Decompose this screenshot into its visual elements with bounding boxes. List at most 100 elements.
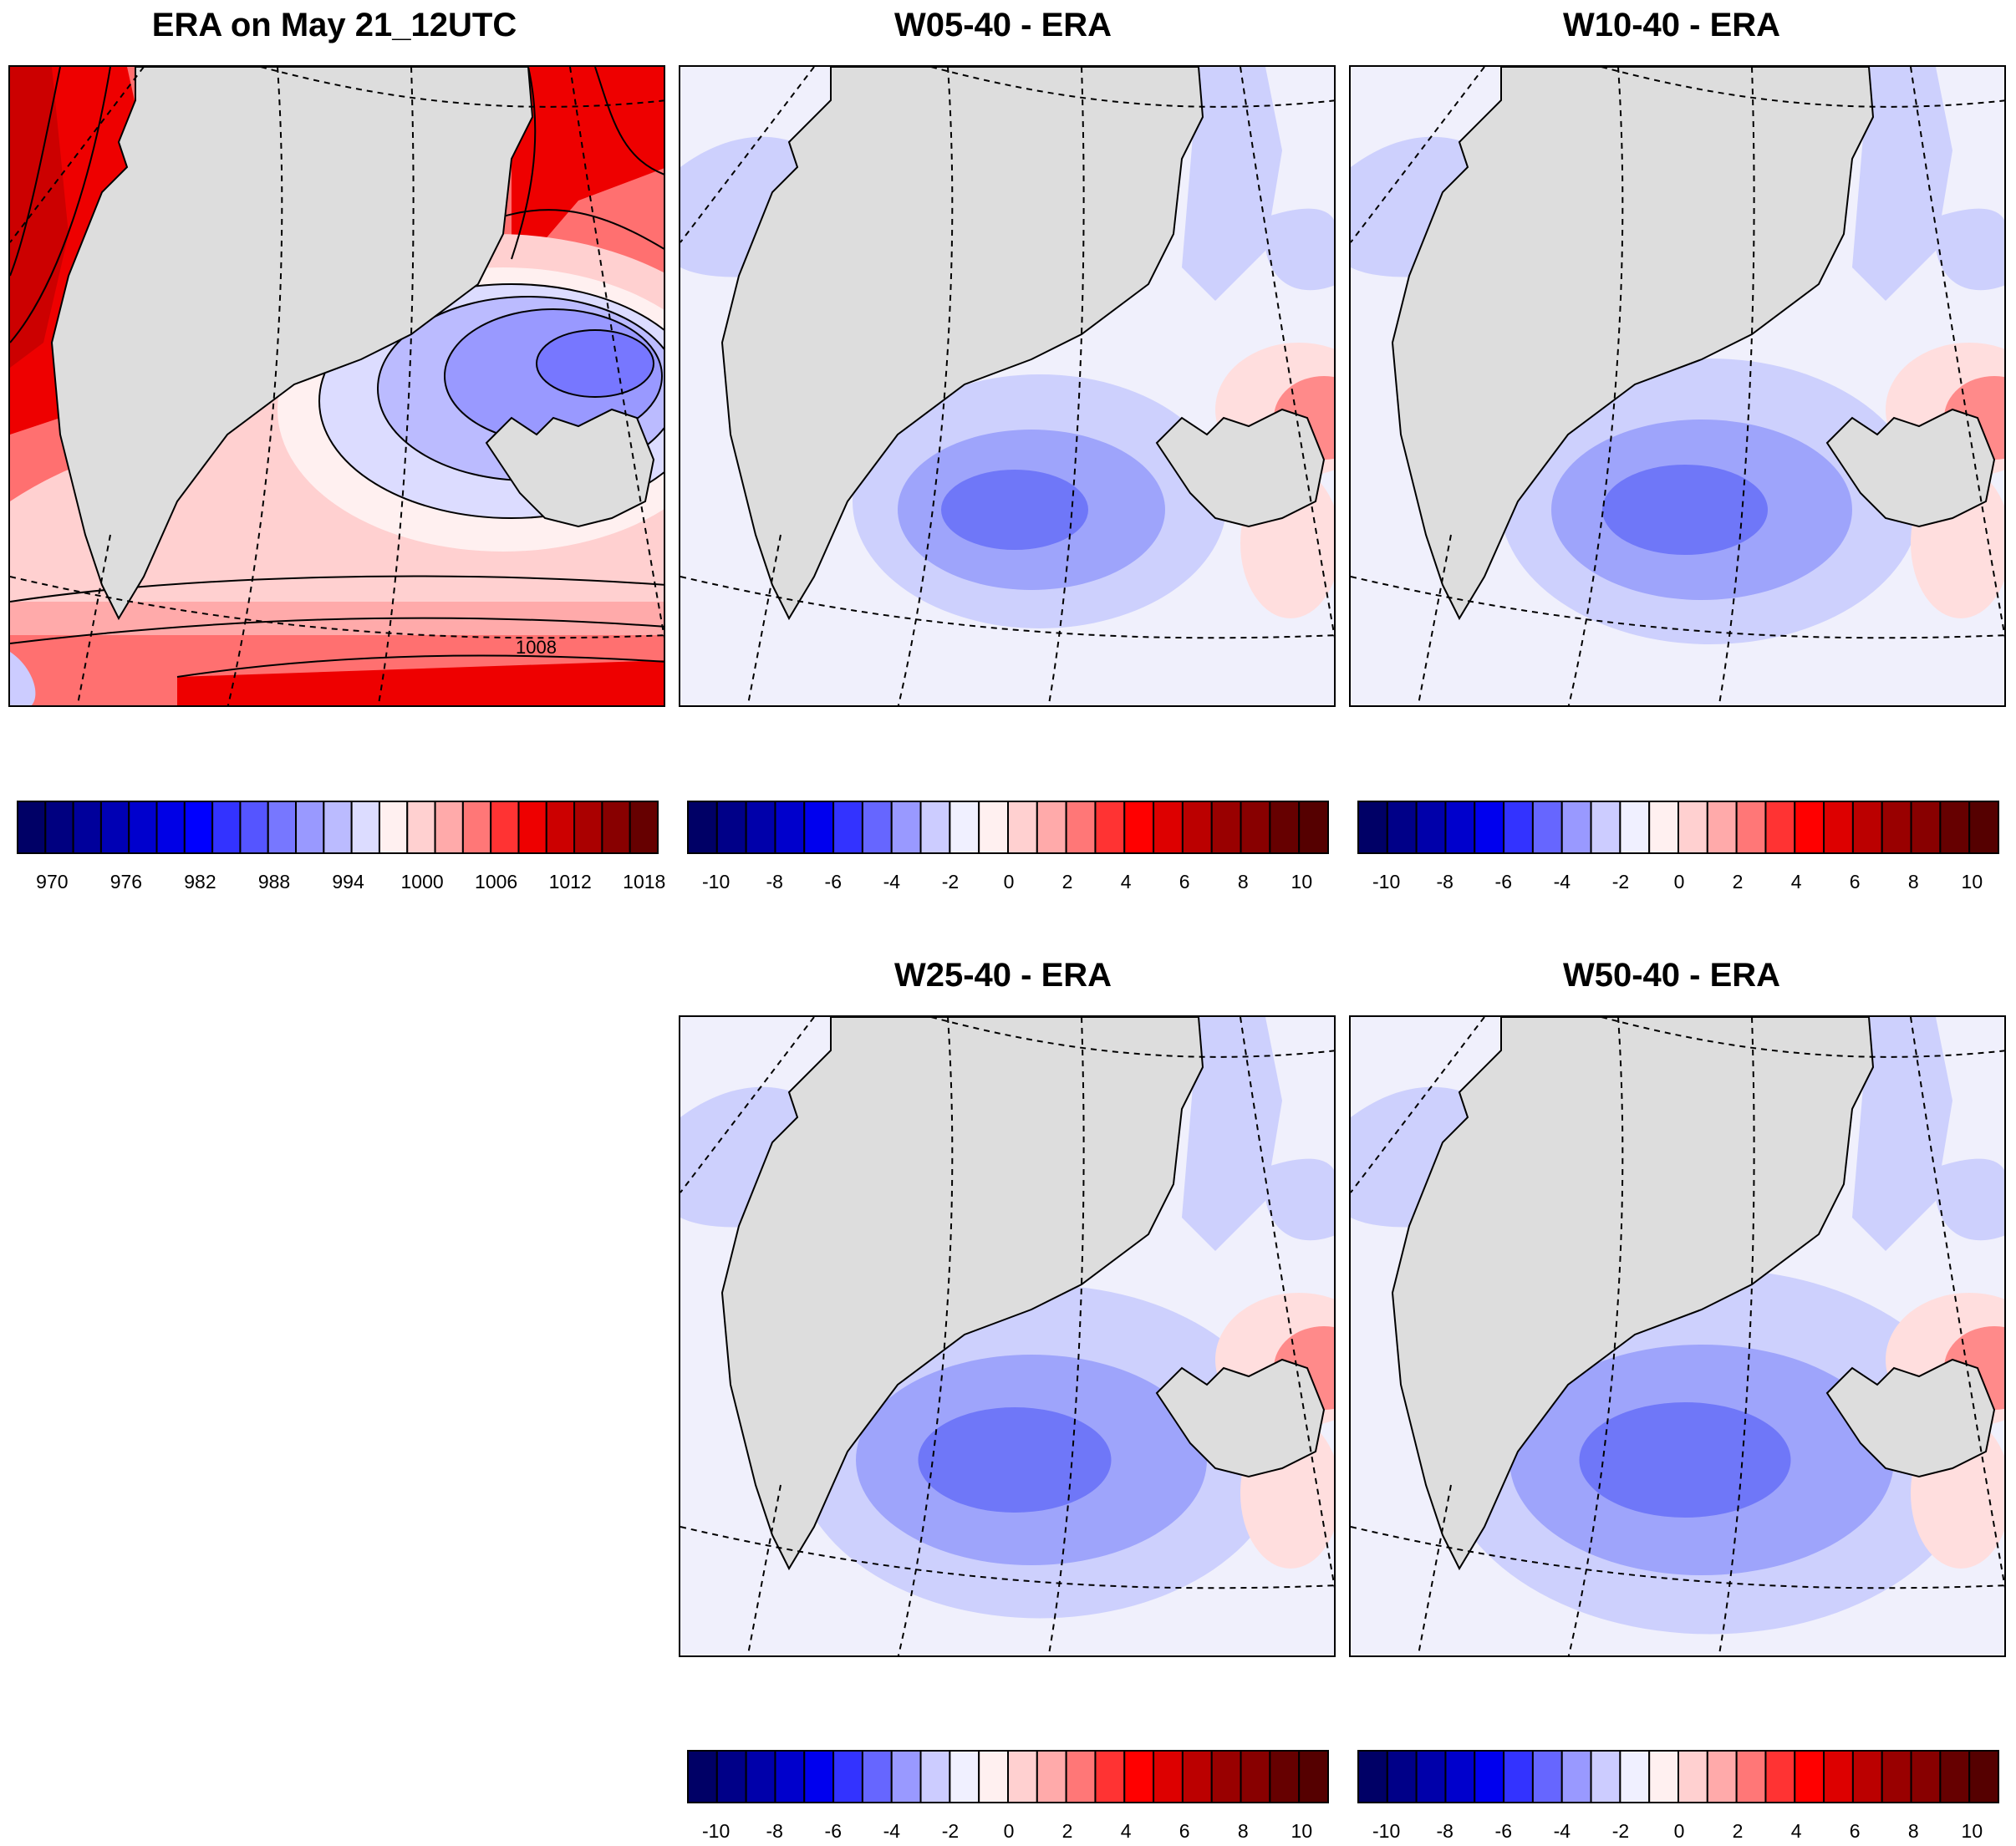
- colorbar-swatch: [1531, 1750, 1563, 1803]
- colorbar-tick-label: -10: [1372, 1820, 1401, 1842]
- colorbar-tick-label: 6: [1179, 871, 1190, 892]
- colorbar-swatch: [461, 801, 492, 854]
- diff-map-svg: [1351, 67, 2004, 705]
- colorbar-diff-svg: [1357, 1750, 2000, 1803]
- colorbar-swatch: [1415, 801, 1447, 854]
- colorbar-swatch: [1590, 1750, 1621, 1803]
- colorbar-swatch: [1036, 801, 1067, 854]
- colorbar-swatch: [1269, 1750, 1301, 1803]
- colorbar-tick-label: 1006: [475, 871, 518, 892]
- colorbar-swatch: [1094, 1750, 1126, 1803]
- colorbar-swatch: [1269, 801, 1301, 854]
- colorbar-swatch: [1851, 801, 1883, 854]
- colorbar-swatch: [745, 801, 776, 854]
- colorbar-tick-label: -8: [766, 871, 783, 892]
- colorbar-tick-label: -10: [702, 1820, 731, 1842]
- colorbar-swatch: [919, 1750, 951, 1803]
- colorbar-swatch: [1036, 1750, 1067, 1803]
- colorbar-tick-label: 4: [1120, 871, 1132, 892]
- colorbar-swatch: [1298, 1750, 1330, 1803]
- colorbar-tick-label: 1000: [400, 871, 444, 892]
- colorbar-diff-top-middle: -10 -8 -6 -4 -2 0 2 4 6 8 10: [687, 801, 1331, 892]
- colorbar-swatch: [1823, 801, 1854, 854]
- colorbar-swatch: [978, 801, 1010, 854]
- colorbar-swatch: [1007, 801, 1038, 854]
- colorbar-swatch: [919, 801, 951, 854]
- colorbar-tick-label: -2: [1611, 1820, 1630, 1842]
- colorbar-swatch: [1735, 801, 1767, 854]
- colorbar-tick-label: 2: [1732, 1820, 1744, 1842]
- colorbar-swatch: [128, 801, 158, 854]
- colorbar-tick-label: 4: [1120, 1820, 1132, 1842]
- colorbar-swatch: [1706, 801, 1738, 854]
- colorbar-tick-label: 6: [1179, 1820, 1190, 1842]
- colorbar-tick-label: -4: [883, 1820, 901, 1842]
- colorbar-swatch: [1503, 1750, 1534, 1803]
- colorbar-swatch: [72, 801, 102, 854]
- colorbar-swatch: [1560, 801, 1592, 854]
- colorbar-swatch: [1677, 801, 1708, 854]
- colorbar-swatch: [1415, 1750, 1447, 1803]
- colorbar-tick-label: -6: [1494, 1820, 1513, 1842]
- colorbar-swatch: [434, 801, 464, 854]
- colorbar-swatch: [1153, 801, 1184, 854]
- colorbar-swatch: [517, 801, 547, 854]
- colorbar-swatch: [155, 801, 186, 854]
- colorbar-tick-label: 988: [257, 871, 291, 892]
- colorbar-swatch: [44, 801, 74, 854]
- colorbar-swatch: [832, 1750, 863, 1803]
- colorbar-swatch: [890, 801, 922, 854]
- colorbar-tick-label: 6: [1849, 1820, 1861, 1842]
- colorbar-swatch: [1123, 1750, 1155, 1803]
- colorbar-swatch: [861, 1750, 893, 1803]
- colorbar-swatch: [803, 1750, 835, 1803]
- colorbar-tick-label: 2: [1732, 871, 1744, 892]
- colorbar-swatch: [715, 801, 747, 854]
- colorbar-swatch: [99, 801, 130, 854]
- colorbar-swatch: [687, 1750, 718, 1803]
- colorbar-swatch: [1939, 801, 1971, 854]
- colorbar-tick-label: -2: [941, 871, 960, 892]
- map-w05: [679, 65, 1336, 707]
- diff-map-svg: [680, 67, 1334, 705]
- colorbar-tick-label: 982: [184, 871, 216, 892]
- colorbar-swatch: [406, 801, 436, 854]
- colorbar-swatch: [861, 801, 893, 854]
- colorbar-swatch: [1386, 1750, 1418, 1803]
- colorbar-swatch: [1474, 1750, 1505, 1803]
- colorbar-swatch: [1794, 1750, 1825, 1803]
- colorbar-tick-label: -4: [1553, 1820, 1571, 1842]
- colorbar-tick-label: 1018: [623, 871, 666, 892]
- colorbar-swatch: [1007, 1750, 1038, 1803]
- colorbar-tick-label: 8: [1237, 871, 1249, 892]
- colorbar-swatch: [1794, 801, 1825, 854]
- colorbar-tick-label: 970: [36, 871, 69, 892]
- colorbar-swatch: [1764, 801, 1796, 854]
- colorbar-abs: 970 976 982 988 994 1000 1006 1012 1018: [17, 801, 665, 892]
- colorbar-diff-svg: [687, 1750, 1330, 1803]
- map-w25: [679, 1015, 1336, 1657]
- colorbar-diff-svg: [1357, 801, 2000, 854]
- colorbar-swatch: [1240, 1750, 1271, 1803]
- colorbar-tick-label: 0: [1003, 871, 1015, 892]
- colorbar-tick-label: 1012: [548, 871, 592, 892]
- colorbar-swatch: [1619, 1750, 1651, 1803]
- colorbar-diff-bottom-middle: -10 -8 -6 -4 -2 0 2 4 6 8 10: [687, 1750, 1331, 1842]
- colorbar-swatch: [774, 1750, 806, 1803]
- colorbar-swatch: [1823, 1750, 1854, 1803]
- colorbar-tick-label: -8: [766, 1820, 783, 1842]
- colorbar-swatch: [949, 801, 980, 854]
- colorbar-tick-label: 0: [1673, 871, 1685, 892]
- colorbar-tick-label: -10: [702, 871, 731, 892]
- colorbar-tick-label: -6: [824, 1820, 843, 1842]
- colorbar-tick-label: 10: [1291, 1820, 1313, 1842]
- diff-map-svg: [680, 1017, 1334, 1655]
- colorbar-tick-label: -4: [883, 871, 901, 892]
- colorbar-tick-label: 8: [1237, 1820, 1249, 1842]
- colorbar-swatch: [687, 801, 718, 854]
- colorbar-swatch: [378, 801, 409, 854]
- colorbar-tick-label: -8: [1436, 1820, 1453, 1842]
- contour-label: 1008: [516, 637, 557, 658]
- colorbar-tick-label: 8: [1907, 1820, 1919, 1842]
- colorbar-swatch: [1444, 1750, 1476, 1803]
